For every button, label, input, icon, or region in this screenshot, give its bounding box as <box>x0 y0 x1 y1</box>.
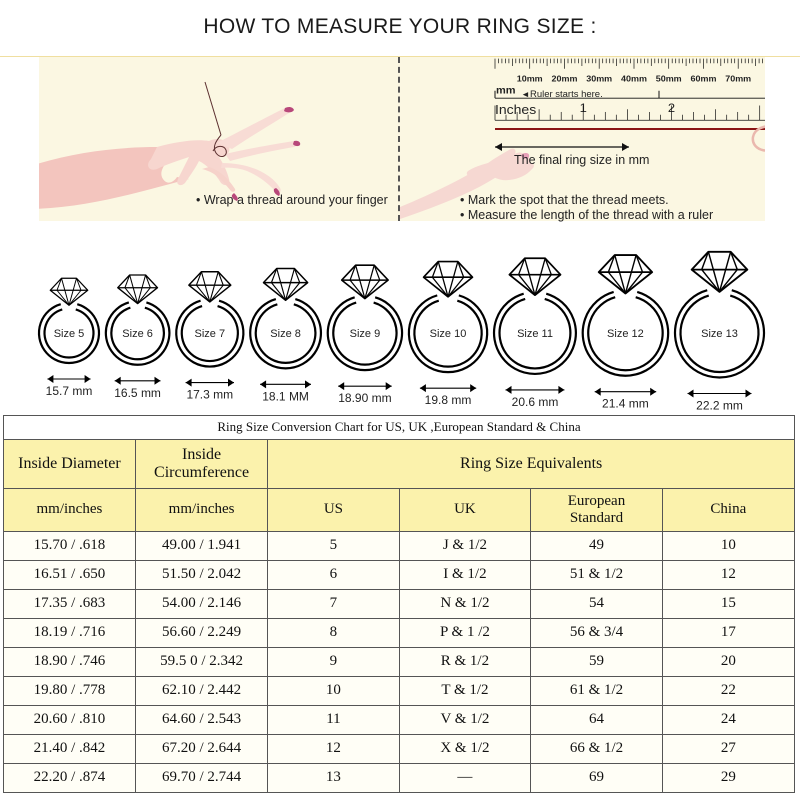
svg-text:Size 5: Size 5 <box>54 328 85 340</box>
svg-text:Size 13: Size 13 <box>701 328 738 340</box>
svg-text:Size 10: Size 10 <box>430 328 467 340</box>
svg-text:Size 7: Size 7 <box>195 328 226 340</box>
svg-text:18.90 mm: 18.90 mm <box>338 391 391 405</box>
svg-text:15.7 mm: 15.7 mm <box>46 384 93 398</box>
svg-text:21.4 mm: 21.4 mm <box>602 397 649 411</box>
svg-text:18.1 MM: 18.1 MM <box>262 389 309 403</box>
svg-text:Size 12: Size 12 <box>607 328 644 340</box>
svg-text:Size 6: Size 6 <box>122 328 153 340</box>
svg-text:Size 8: Size 8 <box>270 328 301 340</box>
svg-text:22.2 mm: 22.2 mm <box>696 399 743 413</box>
svg-text:Size 11: Size 11 <box>517 328 553 340</box>
svg-text:17.3 mm: 17.3 mm <box>186 388 233 402</box>
svg-text:19.8 mm: 19.8 mm <box>425 393 472 407</box>
svg-text:Size 9: Size 9 <box>350 328 381 340</box>
svg-text:20.6 mm: 20.6 mm <box>512 395 559 409</box>
svg-text:16.5 mm: 16.5 mm <box>114 386 161 400</box>
